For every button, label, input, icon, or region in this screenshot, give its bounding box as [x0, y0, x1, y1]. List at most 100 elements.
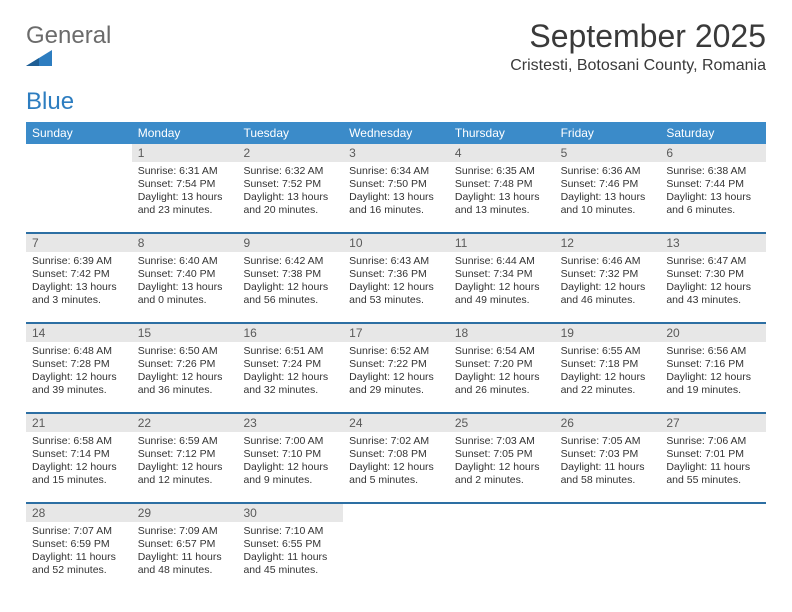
sunset-text: Sunset: 7:01 PM [666, 448, 760, 461]
sunrise-text: Sunrise: 6:46 AM [561, 255, 655, 268]
sunrise-text: Sunrise: 6:54 AM [455, 345, 549, 358]
sunrise-text: Sunrise: 6:56 AM [666, 345, 760, 358]
day-cell: 9Sunrise: 6:42 AMSunset: 7:38 PMDaylight… [237, 234, 343, 322]
day-cell: 4Sunrise: 6:35 AMSunset: 7:48 PMDaylight… [449, 144, 555, 232]
sunset-text: Sunset: 7:08 PM [349, 448, 443, 461]
day-content: Sunrise: 7:02 AMSunset: 7:08 PMDaylight:… [343, 432, 449, 494]
day-cell: 16Sunrise: 6:51 AMSunset: 7:24 PMDayligh… [237, 324, 343, 412]
day-content: Sunrise: 7:00 AMSunset: 7:10 PMDaylight:… [237, 432, 343, 494]
day-number: 5 [555, 144, 661, 162]
day-cell: 3Sunrise: 6:34 AMSunset: 7:50 PMDaylight… [343, 144, 449, 232]
day-content: Sunrise: 6:55 AMSunset: 7:18 PMDaylight:… [555, 342, 661, 404]
sunset-text: Sunset: 6:59 PM [32, 538, 126, 551]
day-content: Sunrise: 6:59 AMSunset: 7:12 PMDaylight:… [132, 432, 238, 494]
day-number: 13 [660, 234, 766, 252]
day-cell: 29Sunrise: 7:09 AMSunset: 6:57 PMDayligh… [132, 504, 238, 592]
sunrise-text: Sunrise: 6:39 AM [32, 255, 126, 268]
day-number: 8 [132, 234, 238, 252]
day-number: 28 [26, 504, 132, 522]
sunset-text: Sunset: 7:30 PM [666, 268, 760, 281]
day-of-week-header: Sunday Monday Tuesday Wednesday Thursday… [26, 122, 766, 144]
sunrise-text: Sunrise: 6:52 AM [349, 345, 443, 358]
sunset-text: Sunset: 7:05 PM [455, 448, 549, 461]
logo-triangle-icon [26, 48, 111, 66]
sunset-text: Sunset: 7:03 PM [561, 448, 655, 461]
daylight-text: Daylight: 13 hours and 10 minutes. [561, 191, 655, 217]
day-number: 12 [555, 234, 661, 252]
day-number: 16 [237, 324, 343, 342]
day-number: 14 [26, 324, 132, 342]
day-cell: 12Sunrise: 6:46 AMSunset: 7:32 PMDayligh… [555, 234, 661, 322]
day-cell: 20Sunrise: 6:56 AMSunset: 7:16 PMDayligh… [660, 324, 766, 412]
day-cell [343, 504, 449, 592]
sunrise-text: Sunrise: 6:35 AM [455, 165, 549, 178]
daylight-text: Daylight: 13 hours and 3 minutes. [32, 281, 126, 307]
day-content: Sunrise: 6:51 AMSunset: 7:24 PMDaylight:… [237, 342, 343, 404]
sunrise-text: Sunrise: 7:10 AM [243, 525, 337, 538]
day-content: Sunrise: 6:31 AMSunset: 7:54 PMDaylight:… [132, 162, 238, 224]
day-number: 24 [343, 414, 449, 432]
day-number: 25 [449, 414, 555, 432]
sunrise-text: Sunrise: 6:43 AM [349, 255, 443, 268]
day-content: Sunrise: 6:56 AMSunset: 7:16 PMDaylight:… [660, 342, 766, 404]
day-cell: 19Sunrise: 6:55 AMSunset: 7:18 PMDayligh… [555, 324, 661, 412]
sunset-text: Sunset: 6:57 PM [138, 538, 232, 551]
day-cell: 1Sunrise: 6:31 AMSunset: 7:54 PMDaylight… [132, 144, 238, 232]
title-block: September 2025 Cristesti, Botosani Count… [510, 18, 766, 75]
day-cell: 18Sunrise: 6:54 AMSunset: 7:20 PMDayligh… [449, 324, 555, 412]
daylight-text: Daylight: 12 hours and 19 minutes. [666, 371, 760, 397]
day-content: Sunrise: 6:52 AMSunset: 7:22 PMDaylight:… [343, 342, 449, 404]
day-cell: 11Sunrise: 6:44 AMSunset: 7:34 PMDayligh… [449, 234, 555, 322]
day-content: Sunrise: 7:07 AMSunset: 6:59 PMDaylight:… [26, 522, 132, 584]
daylight-text: Daylight: 13 hours and 16 minutes. [349, 191, 443, 217]
daylight-text: Daylight: 12 hours and 32 minutes. [243, 371, 337, 397]
sunset-text: Sunset: 7:40 PM [138, 268, 232, 281]
day-cell: 26Sunrise: 7:05 AMSunset: 7:03 PMDayligh… [555, 414, 661, 502]
sunrise-text: Sunrise: 6:51 AM [243, 345, 337, 358]
day-content: Sunrise: 7:03 AMSunset: 7:05 PMDaylight:… [449, 432, 555, 494]
sunrise-text: Sunrise: 6:38 AM [666, 165, 760, 178]
daylight-text: Daylight: 11 hours and 58 minutes. [561, 461, 655, 487]
day-number: 26 [555, 414, 661, 432]
dow-friday: Friday [555, 122, 661, 144]
day-cell: 5Sunrise: 6:36 AMSunset: 7:46 PMDaylight… [555, 144, 661, 232]
daylight-text: Daylight: 11 hours and 52 minutes. [32, 551, 126, 577]
daylight-text: Daylight: 13 hours and 13 minutes. [455, 191, 549, 217]
sunset-text: Sunset: 7:12 PM [138, 448, 232, 461]
day-cell [449, 504, 555, 592]
day-cell: 13Sunrise: 6:47 AMSunset: 7:30 PMDayligh… [660, 234, 766, 322]
sunrise-text: Sunrise: 6:48 AM [32, 345, 126, 358]
day-number: 20 [660, 324, 766, 342]
sunrise-text: Sunrise: 7:09 AM [138, 525, 232, 538]
sunrise-text: Sunrise: 6:44 AM [455, 255, 549, 268]
day-cell [26, 144, 132, 232]
day-number: 11 [449, 234, 555, 252]
day-cell: 17Sunrise: 6:52 AMSunset: 7:22 PMDayligh… [343, 324, 449, 412]
week-row: 1Sunrise: 6:31 AMSunset: 7:54 PMDaylight… [26, 144, 766, 234]
sunset-text: Sunset: 7:18 PM [561, 358, 655, 371]
day-cell: 21Sunrise: 6:58 AMSunset: 7:14 PMDayligh… [26, 414, 132, 502]
daylight-text: Daylight: 13 hours and 0 minutes. [138, 281, 232, 307]
day-cell: 6Sunrise: 6:38 AMSunset: 7:44 PMDaylight… [660, 144, 766, 232]
daylight-text: Daylight: 12 hours and 46 minutes. [561, 281, 655, 307]
sunset-text: Sunset: 7:54 PM [138, 178, 232, 191]
daylight-text: Daylight: 12 hours and 49 minutes. [455, 281, 549, 307]
daylight-text: Daylight: 12 hours and 56 minutes. [243, 281, 337, 307]
day-number: 15 [132, 324, 238, 342]
sunrise-text: Sunrise: 6:47 AM [666, 255, 760, 268]
sunrise-text: Sunrise: 6:31 AM [138, 165, 232, 178]
day-number: 19 [555, 324, 661, 342]
day-content: Sunrise: 6:44 AMSunset: 7:34 PMDaylight:… [449, 252, 555, 314]
day-number: 17 [343, 324, 449, 342]
sunset-text: Sunset: 6:55 PM [243, 538, 337, 551]
daylight-text: Daylight: 12 hours and 36 minutes. [138, 371, 232, 397]
logo-text: General Blue [26, 24, 111, 114]
daylight-text: Daylight: 13 hours and 20 minutes. [243, 191, 337, 217]
day-content: Sunrise: 7:10 AMSunset: 6:55 PMDaylight:… [237, 522, 343, 584]
day-number: 4 [449, 144, 555, 162]
week-row: 14Sunrise: 6:48 AMSunset: 7:28 PMDayligh… [26, 324, 766, 414]
dow-wednesday: Wednesday [343, 122, 449, 144]
day-content: Sunrise: 7:06 AMSunset: 7:01 PMDaylight:… [660, 432, 766, 494]
day-number: 2 [237, 144, 343, 162]
dow-thursday: Thursday [449, 122, 555, 144]
